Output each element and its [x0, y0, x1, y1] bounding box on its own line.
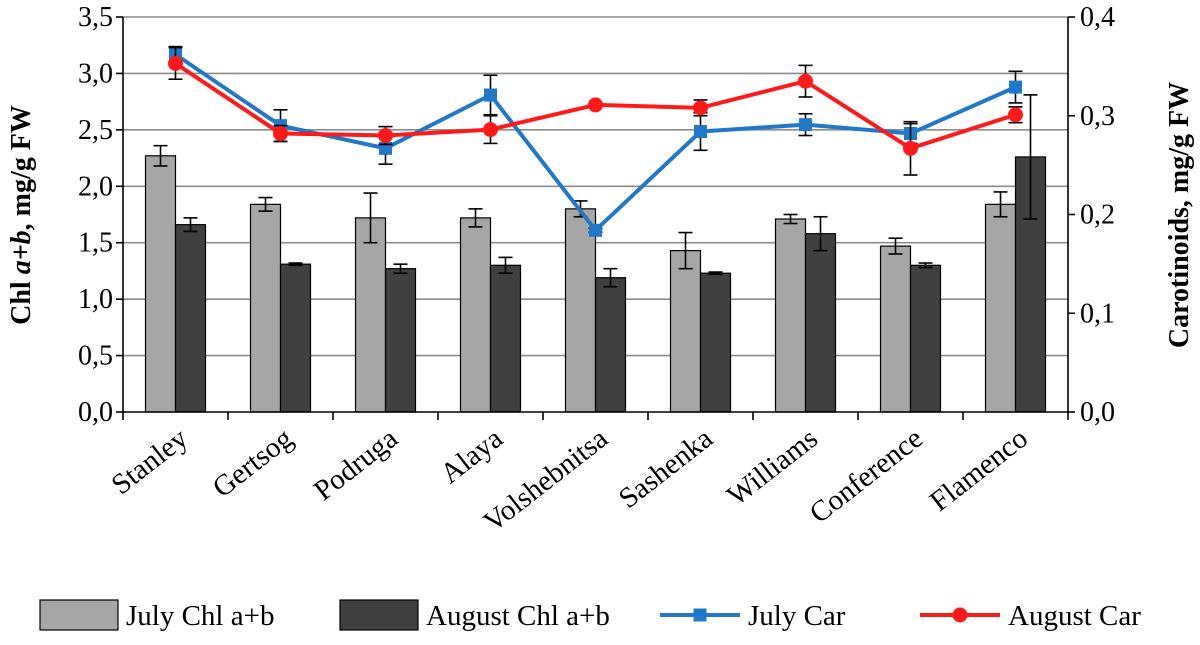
bar-august-chl-a-b	[594, 277, 627, 413]
category-label: Gertsog	[207, 422, 299, 504]
legend-item: July Chl a+b	[39, 599, 274, 632]
marker-august-car	[1008, 107, 1023, 123]
legend-swatch	[339, 599, 419, 631]
category-label: Podruga	[308, 422, 404, 507]
legend-marker	[693, 608, 707, 622]
legend-item: August Chl a+b	[339, 599, 610, 632]
marker-july-car	[799, 118, 812, 132]
line-july-car	[174, 52, 1017, 233]
marker-august-car	[693, 100, 708, 116]
bar-august-chl-a-b	[384, 268, 417, 413]
bar-july-chl-a-b	[249, 203, 282, 413]
bar-july-chl-a-b	[144, 155, 177, 413]
category-label: Williams	[721, 422, 824, 512]
marker-july-car	[484, 88, 497, 102]
bar-july-chl-a-b	[459, 217, 492, 413]
right-tick-label: 0,0	[1080, 397, 1115, 428]
marker-july-car	[694, 125, 707, 139]
left-tick-label: 1,5	[78, 228, 113, 259]
left-tick-label: 1,0	[78, 284, 113, 315]
marker-july-car	[1009, 80, 1022, 94]
category-label: Conference	[804, 422, 929, 530]
marker-july-car	[589, 223, 602, 237]
category-label: Alaya	[435, 422, 509, 490]
left-tick-label: 2,0	[78, 171, 113, 202]
legend-swatch	[39, 599, 119, 631]
legend-label: July Chl a+b	[126, 600, 274, 632]
legend-marker	[952, 607, 968, 623]
marker-august-car	[798, 73, 813, 89]
category-label: Sashenka	[613, 422, 719, 515]
right-tick-label: 0,4	[1080, 2, 1115, 33]
legend-label: August Car	[1008, 600, 1141, 632]
legend-label: July Car	[748, 600, 846, 632]
bar-august-chl-a-b	[909, 264, 942, 413]
right-axis-title: Carotinoids, mg/g FW	[1164, 82, 1195, 348]
bar-july-chl-a-b	[774, 218, 807, 413]
left-tick-label: 2,5	[78, 115, 113, 146]
legend-item: August Car	[920, 600, 1141, 632]
axes	[116, 16, 1075, 420]
category-label: Stanley	[106, 422, 195, 501]
left-axis-title-italic: a+b	[6, 230, 37, 274]
left-tick-label: 3,0	[78, 58, 113, 89]
left-tick-label: 0,5	[78, 341, 113, 372]
bar-july-chl-a-b	[669, 250, 702, 413]
left-tick-label: 0,0	[78, 397, 113, 428]
left-tick-label: 3,5	[78, 2, 113, 33]
right-tick-label: 0,3	[1080, 101, 1115, 132]
marker-august-car	[483, 122, 498, 138]
bar-august-chl-a-b	[804, 233, 837, 413]
left-axis-title-prefix: Chl	[6, 274, 37, 325]
marker-august-car	[588, 97, 603, 113]
left-axis-title-suffix: , mg/g FW	[6, 105, 37, 230]
bar-july-chl-a-b	[564, 208, 597, 413]
bar-july-chl-a-b	[984, 203, 1017, 413]
right-tick-label: 0,2	[1080, 200, 1115, 231]
right-tick-label: 0,1	[1080, 298, 1115, 329]
marker-august-car	[903, 140, 918, 156]
legend-label: August Chl a+b	[426, 600, 610, 632]
bar-august-chl-a-b	[174, 224, 207, 413]
bar-series-group	[144, 94, 1047, 413]
marker-august-car	[273, 126, 288, 142]
bar-august-chl-a-b	[489, 264, 522, 413]
legend-item: July Car	[660, 600, 846, 632]
bar-july-chl-a-b	[354, 217, 387, 413]
left-axis-title: Chl a+b, mg/g FW	[6, 105, 37, 325]
category-label: Flamenco	[924, 422, 1034, 518]
line-series-group	[168, 45, 1023, 237]
marker-august-car	[168, 55, 183, 71]
marker-august-car	[378, 128, 393, 143]
legend: July Chl a+b August Chl a+b July Car August…	[39, 599, 1141, 632]
bar-august-chl-a-b	[279, 263, 312, 413]
bar-august-chl-a-b	[699, 272, 732, 413]
bar-july-chl-a-b	[879, 245, 912, 413]
